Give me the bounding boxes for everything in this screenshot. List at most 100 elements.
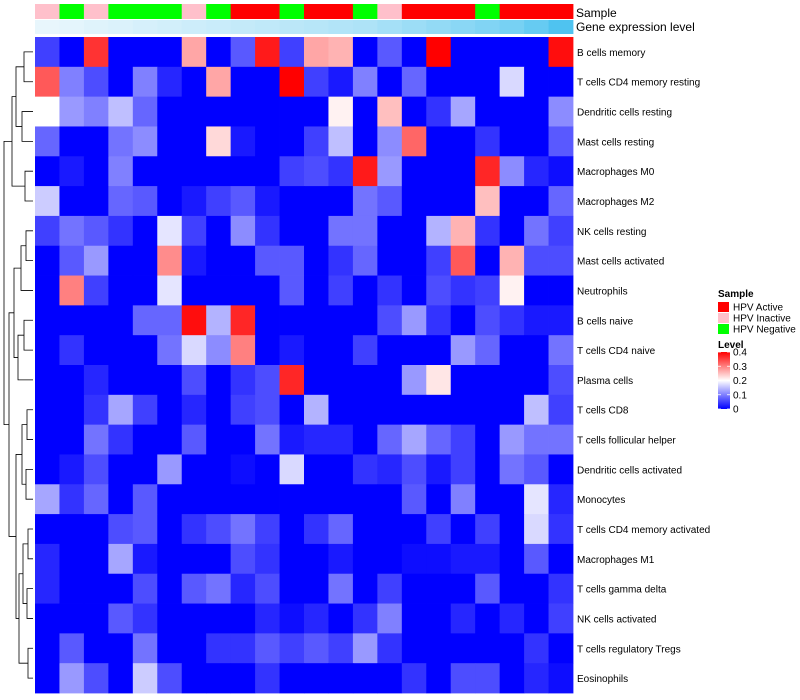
heatmap-cell	[59, 603, 85, 634]
heatmap-cell	[548, 37, 574, 68]
heatmap-cell	[279, 484, 305, 515]
heatmap-cell	[401, 126, 427, 157]
heatmap-cell	[230, 66, 256, 98]
heatmap-cell	[499, 484, 525, 515]
heatmap-cell	[230, 245, 256, 276]
heatmap-cell	[352, 365, 378, 396]
heatmap-cell	[304, 305, 329, 336]
heatmap-cell	[35, 394, 60, 426]
heatmap-cell	[108, 96, 134, 127]
heatmap-cell	[108, 514, 134, 545]
heatmap-cell	[304, 275, 329, 306]
heatmap-cell	[524, 275, 549, 306]
heatmap-cell	[230, 454, 256, 485]
heatmap-cell	[230, 573, 256, 604]
heatmap-cell	[475, 484, 501, 515]
heatmap-cell	[255, 96, 280, 127]
heatmap-cell	[108, 603, 134, 634]
heatmap-cell	[59, 543, 85, 575]
expression-annotation-cell	[279, 20, 305, 34]
heatmap-cell	[59, 96, 85, 127]
heatmap-cell	[450, 484, 476, 515]
heatmap-cell	[352, 156, 378, 187]
heatmap-cell	[328, 66, 354, 98]
legend-tick-label: 0.4	[733, 348, 747, 359]
heatmap-cell	[548, 335, 574, 366]
heatmap-cell	[83, 186, 109, 217]
heatmap-cell	[352, 37, 378, 68]
heatmap-cell	[524, 335, 549, 366]
heatmap-cell	[108, 543, 134, 575]
legend-swatch	[718, 313, 729, 323]
heatmap-cell	[328, 573, 354, 604]
heatmap-cell	[83, 66, 109, 98]
heatmap-cell	[426, 96, 452, 127]
heatmap-cell	[132, 394, 158, 426]
dendrogram-branch	[15, 66, 24, 127]
heatmap-cell	[157, 663, 183, 694]
heatmap-cell	[548, 573, 574, 604]
heatmap-cell	[499, 66, 525, 98]
heatmap-cell	[450, 96, 476, 127]
heatmap-cell	[304, 96, 329, 127]
heatmap-cell	[255, 215, 280, 247]
heatmap-cell	[352, 96, 378, 127]
row-label: Macrophages M2	[577, 197, 655, 208]
heatmap-cell	[108, 245, 134, 276]
heatmap-cell	[426, 573, 452, 604]
row-label: T cells CD4 naive	[577, 346, 656, 357]
heatmap-cell	[426, 305, 452, 336]
heatmap-cell	[524, 66, 549, 98]
heatmap-cell	[328, 186, 354, 217]
heatmap-cell	[352, 663, 378, 694]
sample-annotation-cell	[157, 4, 183, 19]
heatmap-cell	[132, 66, 158, 98]
heatmap-cell	[499, 663, 525, 694]
heatmap-cell	[108, 215, 134, 247]
heatmap-cell	[206, 394, 232, 426]
heatmap-cell	[377, 543, 403, 575]
heatmap-cell	[157, 543, 183, 575]
heatmap-cell	[83, 215, 109, 247]
heatmap-cell	[230, 603, 256, 634]
heatmap-cell	[255, 245, 280, 276]
heatmap-cell	[352, 514, 378, 545]
heatmap-cell	[450, 573, 476, 604]
row-label: B cells memory	[577, 48, 645, 59]
sample-annotation-cell	[230, 4, 256, 19]
heatmap-cell	[524, 186, 549, 217]
heatmap-cell	[206, 573, 232, 604]
heatmap-cell	[255, 66, 280, 98]
heatmap-cell	[206, 37, 232, 68]
heatmap-cell	[304, 66, 329, 98]
heatmap-cell	[35, 186, 60, 217]
heatmap-cell	[304, 454, 329, 485]
heatmap-cell	[83, 126, 109, 157]
heatmap-cell	[328, 126, 354, 157]
heatmap-cell	[35, 275, 60, 306]
heatmap-cell	[524, 156, 549, 187]
heatmap-cell	[108, 394, 134, 426]
heatmap-cell	[59, 186, 85, 217]
expression-annotation-cell	[206, 20, 232, 34]
heatmap-cell	[401, 365, 427, 396]
heatmap-cell	[499, 275, 525, 306]
heatmap-cell	[132, 663, 158, 694]
heatmap-cell	[450, 514, 476, 545]
heatmap-cell	[352, 305, 378, 336]
dendrogram-branch	[25, 468, 33, 500]
row-label: T cells CD8	[577, 406, 629, 417]
heatmap-cell	[59, 245, 85, 276]
heatmap-cell	[181, 275, 207, 306]
heatmap-cell	[328, 454, 354, 485]
heatmap-cell	[499, 454, 525, 485]
heatmap-cell	[132, 96, 158, 127]
heatmap-cell	[35, 37, 60, 68]
heatmap-cell	[230, 543, 256, 575]
heatmap-cell	[475, 424, 501, 455]
sample-annotation-cell	[450, 4, 476, 19]
heatmap-cell	[426, 543, 452, 575]
heatmap-cell	[304, 573, 329, 604]
heatmap-cell	[524, 424, 549, 455]
heatmap-cell	[426, 126, 452, 157]
